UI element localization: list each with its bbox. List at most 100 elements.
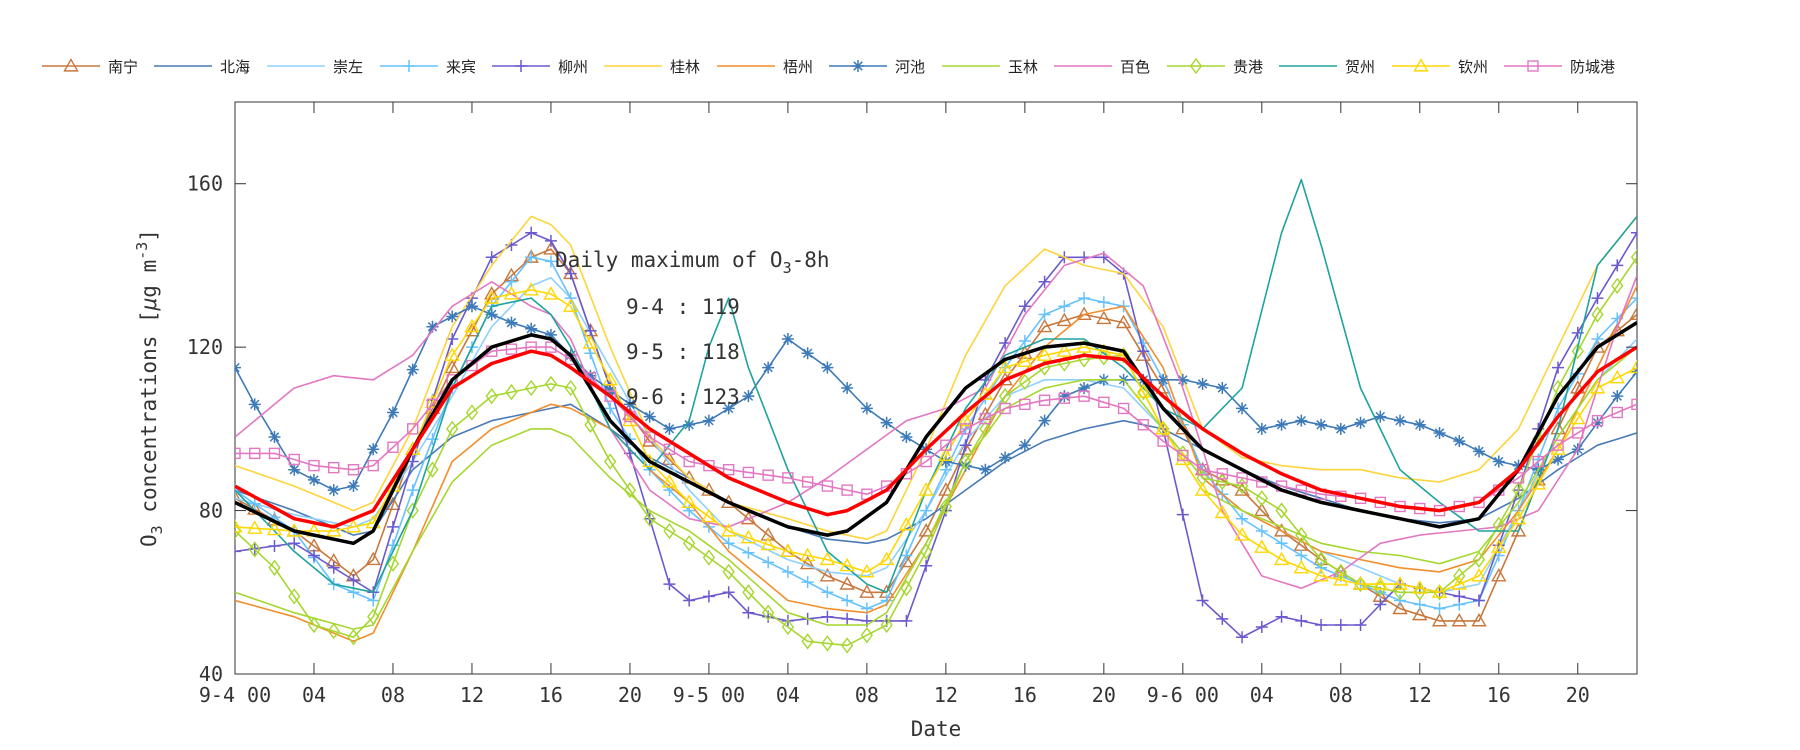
data-point	[1036, 318, 1053, 333]
axes: 9-4 00 04 08 12 16 20 9-5 00 04 08 12 16 20 9-6 00 04…	[187, 102, 1637, 707]
data-point	[781, 618, 795, 636]
data-point	[762, 361, 775, 374]
x-tick-label: 04	[302, 683, 326, 707]
highlight-line	[235, 345, 1637, 529]
data-point	[1135, 384, 1152, 398]
data-point	[1038, 394, 1051, 406]
data-point	[544, 375, 558, 393]
data-point	[1295, 614, 1308, 627]
x-tick-label: 16	[539, 683, 563, 707]
data-point	[1552, 439, 1564, 451]
y-axis-label: O3 concentrations [μg m-3]	[133, 229, 166, 547]
data-point	[1097, 296, 1110, 309]
data-point	[485, 251, 498, 264]
legend-item: 南宁	[42, 58, 138, 76]
data-point	[878, 551, 895, 566]
data-point	[544, 255, 557, 268]
data-point	[235, 522, 242, 540]
annotation-title: Daily maximum of O3-8h	[555, 248, 830, 277]
daily-max-annotation: Daily maximum of O3-8h 9-4 : 119 9-5 : 1…	[555, 248, 830, 409]
data-point	[760, 536, 776, 551]
data-point	[1354, 416, 1367, 429]
data-point	[859, 584, 875, 598]
data-point	[1374, 598, 1387, 611]
data-point	[859, 563, 875, 578]
data-point	[406, 363, 419, 376]
data-point	[288, 537, 301, 550]
data-point	[1473, 594, 1486, 607]
legend-label: 桂林	[670, 58, 700, 76]
legend-marker	[1413, 58, 1429, 72]
x-tick-label: 12	[1408, 683, 1432, 707]
legend-item: 玉林	[942, 58, 1038, 76]
x-tick-label: 08	[1329, 683, 1353, 707]
data-point	[1275, 610, 1288, 623]
legend-item: 百色	[1054, 58, 1150, 76]
data-point	[663, 578, 676, 591]
data-point	[1216, 382, 1229, 394]
data-point	[465, 300, 478, 313]
data-point	[841, 594, 854, 607]
data-point	[702, 549, 716, 566]
data-point	[545, 341, 557, 353]
data-point	[1135, 347, 1152, 361]
data-point	[525, 226, 538, 239]
data-point	[939, 498, 952, 515]
data-point	[1018, 439, 1031, 452]
data-point	[1629, 306, 1637, 321]
data-point	[1611, 277, 1624, 295]
data-point	[1056, 343, 1073, 357]
data-point	[1234, 527, 1250, 541]
series-10	[235, 252, 1637, 589]
data-point	[268, 447, 281, 460]
data-point	[1273, 551, 1290, 566]
data-point	[1058, 300, 1071, 313]
data-point	[1176, 508, 1189, 521]
data-point	[997, 359, 1013, 374]
data-point	[1196, 464, 1209, 476]
x-tick-label: 08	[855, 683, 879, 707]
data-point	[1115, 314, 1132, 329]
data-point	[288, 463, 301, 476]
data-point	[819, 551, 836, 566]
data-point	[722, 537, 735, 550]
data-point	[1236, 512, 1249, 525]
data-point	[584, 369, 597, 382]
data-point	[1629, 359, 1637, 374]
data-point	[1453, 590, 1466, 603]
x-tick-label: 20	[1566, 683, 1590, 707]
data-point	[623, 398, 636, 411]
data-point	[920, 504, 933, 517]
series-11	[235, 249, 1637, 654]
data-point	[249, 447, 261, 460]
series-line-7	[235, 285, 1637, 643]
data-point	[1433, 584, 1446, 601]
data-point	[1552, 402, 1565, 415]
legend: 南宁 北海 崇左 来宾 柳州 桂林 梧州 河池 玉林 百色 贵港 贺州 钦州 防城港	[42, 57, 1615, 76]
data-point	[564, 292, 577, 305]
x-tick-label: 9-5 00	[673, 683, 745, 707]
legend-item: 梧州	[717, 58, 813, 76]
data-point	[543, 241, 559, 255]
data-point	[1315, 418, 1328, 431]
data-point	[1392, 576, 1408, 590]
series-line-1	[235, 248, 1637, 622]
data-point	[1255, 621, 1268, 634]
x-tick-label: 9-4 00	[199, 683, 271, 707]
data-point	[920, 559, 933, 572]
data-point	[485, 388, 498, 405]
data-point	[959, 459, 972, 472]
x-tick-label: 16	[1013, 683, 1037, 707]
data-point	[523, 282, 539, 296]
data-point	[464, 322, 480, 337]
x-axis-label: Date	[911, 717, 962, 741]
data-point	[1196, 594, 1209, 607]
data-point	[248, 541, 261, 558]
data-point	[1510, 510, 1527, 525]
data-point	[1018, 335, 1031, 348]
data-point	[235, 447, 241, 460]
data-point	[839, 557, 855, 572]
y-tick-label: 160	[187, 172, 223, 196]
data-point	[742, 466, 755, 479]
